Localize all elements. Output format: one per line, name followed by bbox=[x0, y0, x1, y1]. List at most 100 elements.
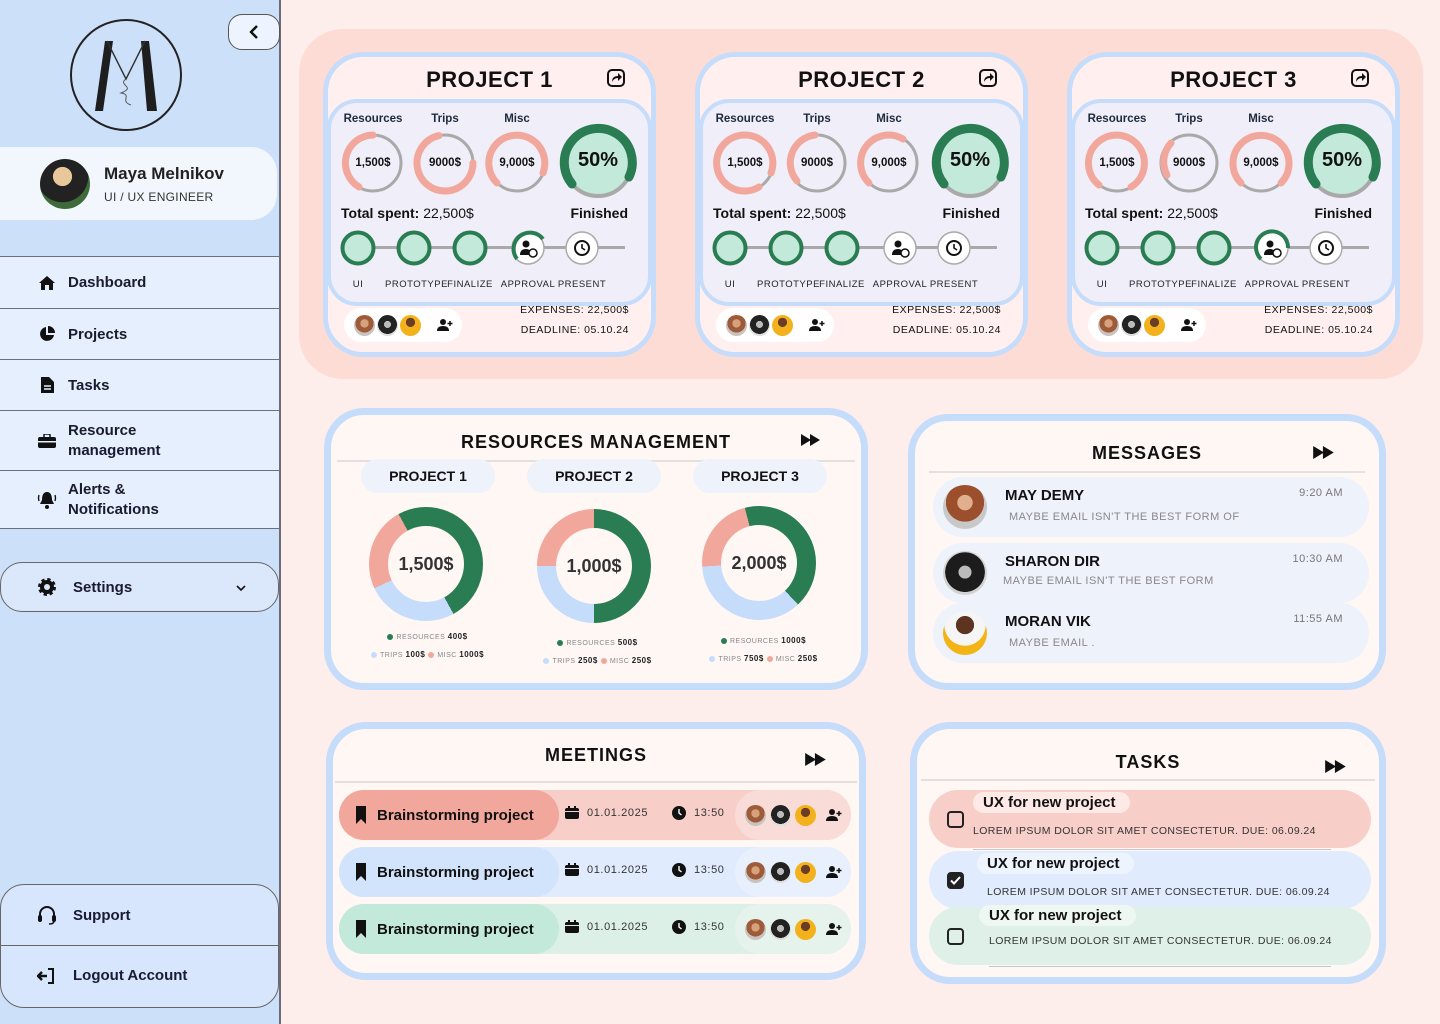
sidebar-item-alerts[interactable]: Alerts & Notifications bbox=[0, 470, 279, 529]
resources-gauge: Resources 1,500$ bbox=[713, 113, 777, 200]
project-stepper: UI PROTOTYPE FINALIZE APPROVAL PRESENT bbox=[339, 229, 640, 290]
task-checkbox-checked[interactable] bbox=[947, 872, 964, 889]
step-approval[interactable]: APPROVAL bbox=[871, 229, 929, 290]
step-ui[interactable]: UI bbox=[329, 229, 387, 290]
user-role: UI / UX ENGINEER bbox=[104, 189, 214, 204]
message-item[interactable]: SHARON DIR 10:30 AM MAYBE EMAIL ISN'T TH… bbox=[933, 543, 1369, 603]
progress-gauge: 50% bbox=[1301, 121, 1383, 208]
step-prototype[interactable]: PROTOTYPE bbox=[1129, 229, 1191, 290]
support-button[interactable]: Support bbox=[1, 885, 278, 945]
progress-label: Finished bbox=[570, 205, 628, 221]
clock-icon bbox=[672, 806, 686, 820]
tab-project-3[interactable]: PROJECT 3 bbox=[693, 459, 827, 493]
tab-project-2[interactable]: PROJECT 2 bbox=[527, 459, 661, 493]
fast-forward-icon[interactable] bbox=[805, 753, 827, 766]
share-icon[interactable] bbox=[607, 69, 625, 87]
meeting-attendees[interactable] bbox=[735, 904, 851, 954]
sidebar-item-projects[interactable]: Projects bbox=[0, 308, 279, 359]
task-item[interactable]: UX for new project LOREM IPSUM DOLOR SIT… bbox=[929, 790, 1371, 850]
share-icon[interactable] bbox=[979, 69, 997, 87]
collapse-sidebar-button[interactable] bbox=[228, 14, 280, 50]
sidebar-item-dashboard[interactable]: Dashboard bbox=[0, 256, 279, 308]
progress-label: Finished bbox=[1314, 205, 1372, 221]
meeting-item[interactable]: Brainstorming project 01.01.2025 13:50 bbox=[339, 904, 851, 954]
project-stepper: UI PROTOTYPE FINALIZE APPROVAL PRESENT bbox=[711, 229, 1012, 290]
team-members[interactable] bbox=[1088, 308, 1206, 342]
project-card[interactable]: PROJECT 1 Resources 1,500$ Trips 9000$ M… bbox=[323, 52, 656, 357]
step-finalize[interactable]: FINALIZE bbox=[441, 229, 499, 290]
task-checkbox[interactable] bbox=[947, 811, 964, 828]
check-icon bbox=[950, 876, 961, 885]
fast-forward-icon[interactable] bbox=[1325, 760, 1347, 773]
task-item[interactable]: UX for new project LOREM IPSUM DOLOR SIT… bbox=[929, 905, 1371, 967]
step-approval[interactable]: APPROVAL bbox=[1243, 229, 1301, 290]
donut-chart-project-1: 1,500$ bbox=[369, 507, 483, 621]
meeting-item[interactable]: Brainstorming project 01.01.2025 13:50 bbox=[339, 790, 851, 840]
project-title: PROJECT 1 bbox=[426, 67, 553, 92]
gauge-ring-icon bbox=[1229, 131, 1293, 193]
progress-label: Finished bbox=[942, 205, 1000, 221]
fast-forward-icon[interactable] bbox=[1313, 446, 1335, 459]
project-meta: EXPENSES: 22,500$ DEADLINE: 05.10.24 bbox=[892, 304, 1001, 336]
sidebar: Maya Melnikov UI / UX ENGINEER Dashboard… bbox=[0, 0, 281, 1024]
message-item[interactable]: MAY DEMY 9:20 AM MAYBE EMAIL ISN'T THE B… bbox=[933, 477, 1369, 537]
avatar bbox=[400, 314, 421, 336]
step-present[interactable]: PRESENT bbox=[925, 229, 983, 290]
tasks-panel: TASKS UX for new project LOREM IPSUM DOL… bbox=[910, 722, 1386, 984]
step-prototype[interactable]: PROTOTYPE bbox=[757, 229, 819, 290]
avatar bbox=[377, 314, 398, 336]
avatar bbox=[943, 485, 987, 529]
team-members[interactable] bbox=[716, 308, 834, 342]
total-spent: Total spent: 22,500$ bbox=[341, 205, 474, 221]
avatar bbox=[943, 611, 987, 655]
step-present[interactable]: PRESENT bbox=[553, 229, 611, 290]
support-label: Support bbox=[73, 906, 131, 924]
step-approval[interactable]: APPROVAL bbox=[499, 229, 557, 290]
progress-ring-icon bbox=[931, 123, 1009, 198]
add-user-icon[interactable] bbox=[1181, 318, 1197, 332]
user-profile-card[interactable]: Maya Melnikov UI / UX ENGINEER bbox=[0, 147, 277, 220]
share-icon[interactable] bbox=[1351, 69, 1369, 87]
file-icon bbox=[36, 377, 58, 393]
step-finalize[interactable]: FINALIZE bbox=[1185, 229, 1243, 290]
headset-icon bbox=[37, 905, 59, 925]
step-ui[interactable]: UI bbox=[1073, 229, 1131, 290]
step-prototype[interactable]: PROTOTYPE bbox=[385, 229, 447, 290]
step-ui[interactable]: UI bbox=[701, 229, 759, 290]
sidebar-item-label: Dashboard bbox=[68, 274, 147, 291]
add-user-icon[interactable] bbox=[437, 318, 453, 332]
calendar-icon bbox=[565, 806, 579, 819]
project-card[interactable]: PROJECT 3 Resources 1,500$ Trips 9000$ M… bbox=[1067, 52, 1400, 357]
sidebar-item-label: Projects bbox=[68, 325, 128, 343]
sidebar-item-resource-management[interactable]: Resource management bbox=[0, 410, 279, 470]
fast-forward-icon[interactable] bbox=[801, 434, 821, 446]
resources-management-panel: RESOURCES MANAGEMENT PROJECT 1 PROJECT 2… bbox=[324, 408, 868, 690]
task-item[interactable]: UX for new project LOREM IPSUM DOLOR SIT… bbox=[929, 851, 1371, 911]
meeting-item[interactable]: Brainstorming project 01.01.2025 13:50 bbox=[339, 847, 851, 897]
misc-gauge: Misc 9,000$ bbox=[857, 113, 921, 200]
user-name: Maya Melnikov bbox=[104, 163, 224, 183]
avatar bbox=[40, 158, 90, 209]
sidebar-item-tasks[interactable]: Tasks bbox=[0, 359, 279, 410]
main-nav: Dashboard Projects Tasks Resource manage… bbox=[0, 256, 279, 529]
settings-dropdown[interactable]: Settings bbox=[0, 562, 279, 612]
step-present[interactable]: PRESENT bbox=[1297, 229, 1355, 290]
task-checkbox[interactable] bbox=[947, 928, 964, 945]
tab-project-1[interactable]: PROJECT 1 bbox=[361, 459, 495, 493]
project-stats: Resources 1,500$ Trips 9000$ Misc 9,000$… bbox=[1071, 99, 1396, 306]
trips-gauge: Trips 9000$ bbox=[1157, 113, 1221, 200]
bell-icon bbox=[36, 490, 58, 510]
team-members[interactable] bbox=[344, 308, 462, 342]
panel-title: MESSAGES bbox=[1091, 443, 1203, 463]
logout-button[interactable]: Logout Account bbox=[1, 945, 278, 1005]
logout-icon bbox=[37, 967, 59, 984]
meeting-attendees[interactable] bbox=[735, 847, 851, 897]
project-card[interactable]: PROJECT 2 Resources 1,500$ Trips 9000$ M… bbox=[695, 52, 1028, 357]
add-user-icon[interactable] bbox=[809, 318, 825, 332]
meeting-attendees[interactable] bbox=[735, 790, 851, 840]
total-spent: Total spent: 22,500$ bbox=[1085, 205, 1218, 221]
message-item[interactable]: MORAN VIK 11:55 AM MAYBE EMAIL . bbox=[933, 603, 1369, 663]
project-meta: EXPENSES: 22,500$ DEADLINE: 05.10.24 bbox=[520, 304, 629, 336]
trips-gauge: Trips 9000$ bbox=[413, 113, 477, 200]
step-finalize[interactable]: FINALIZE bbox=[813, 229, 871, 290]
